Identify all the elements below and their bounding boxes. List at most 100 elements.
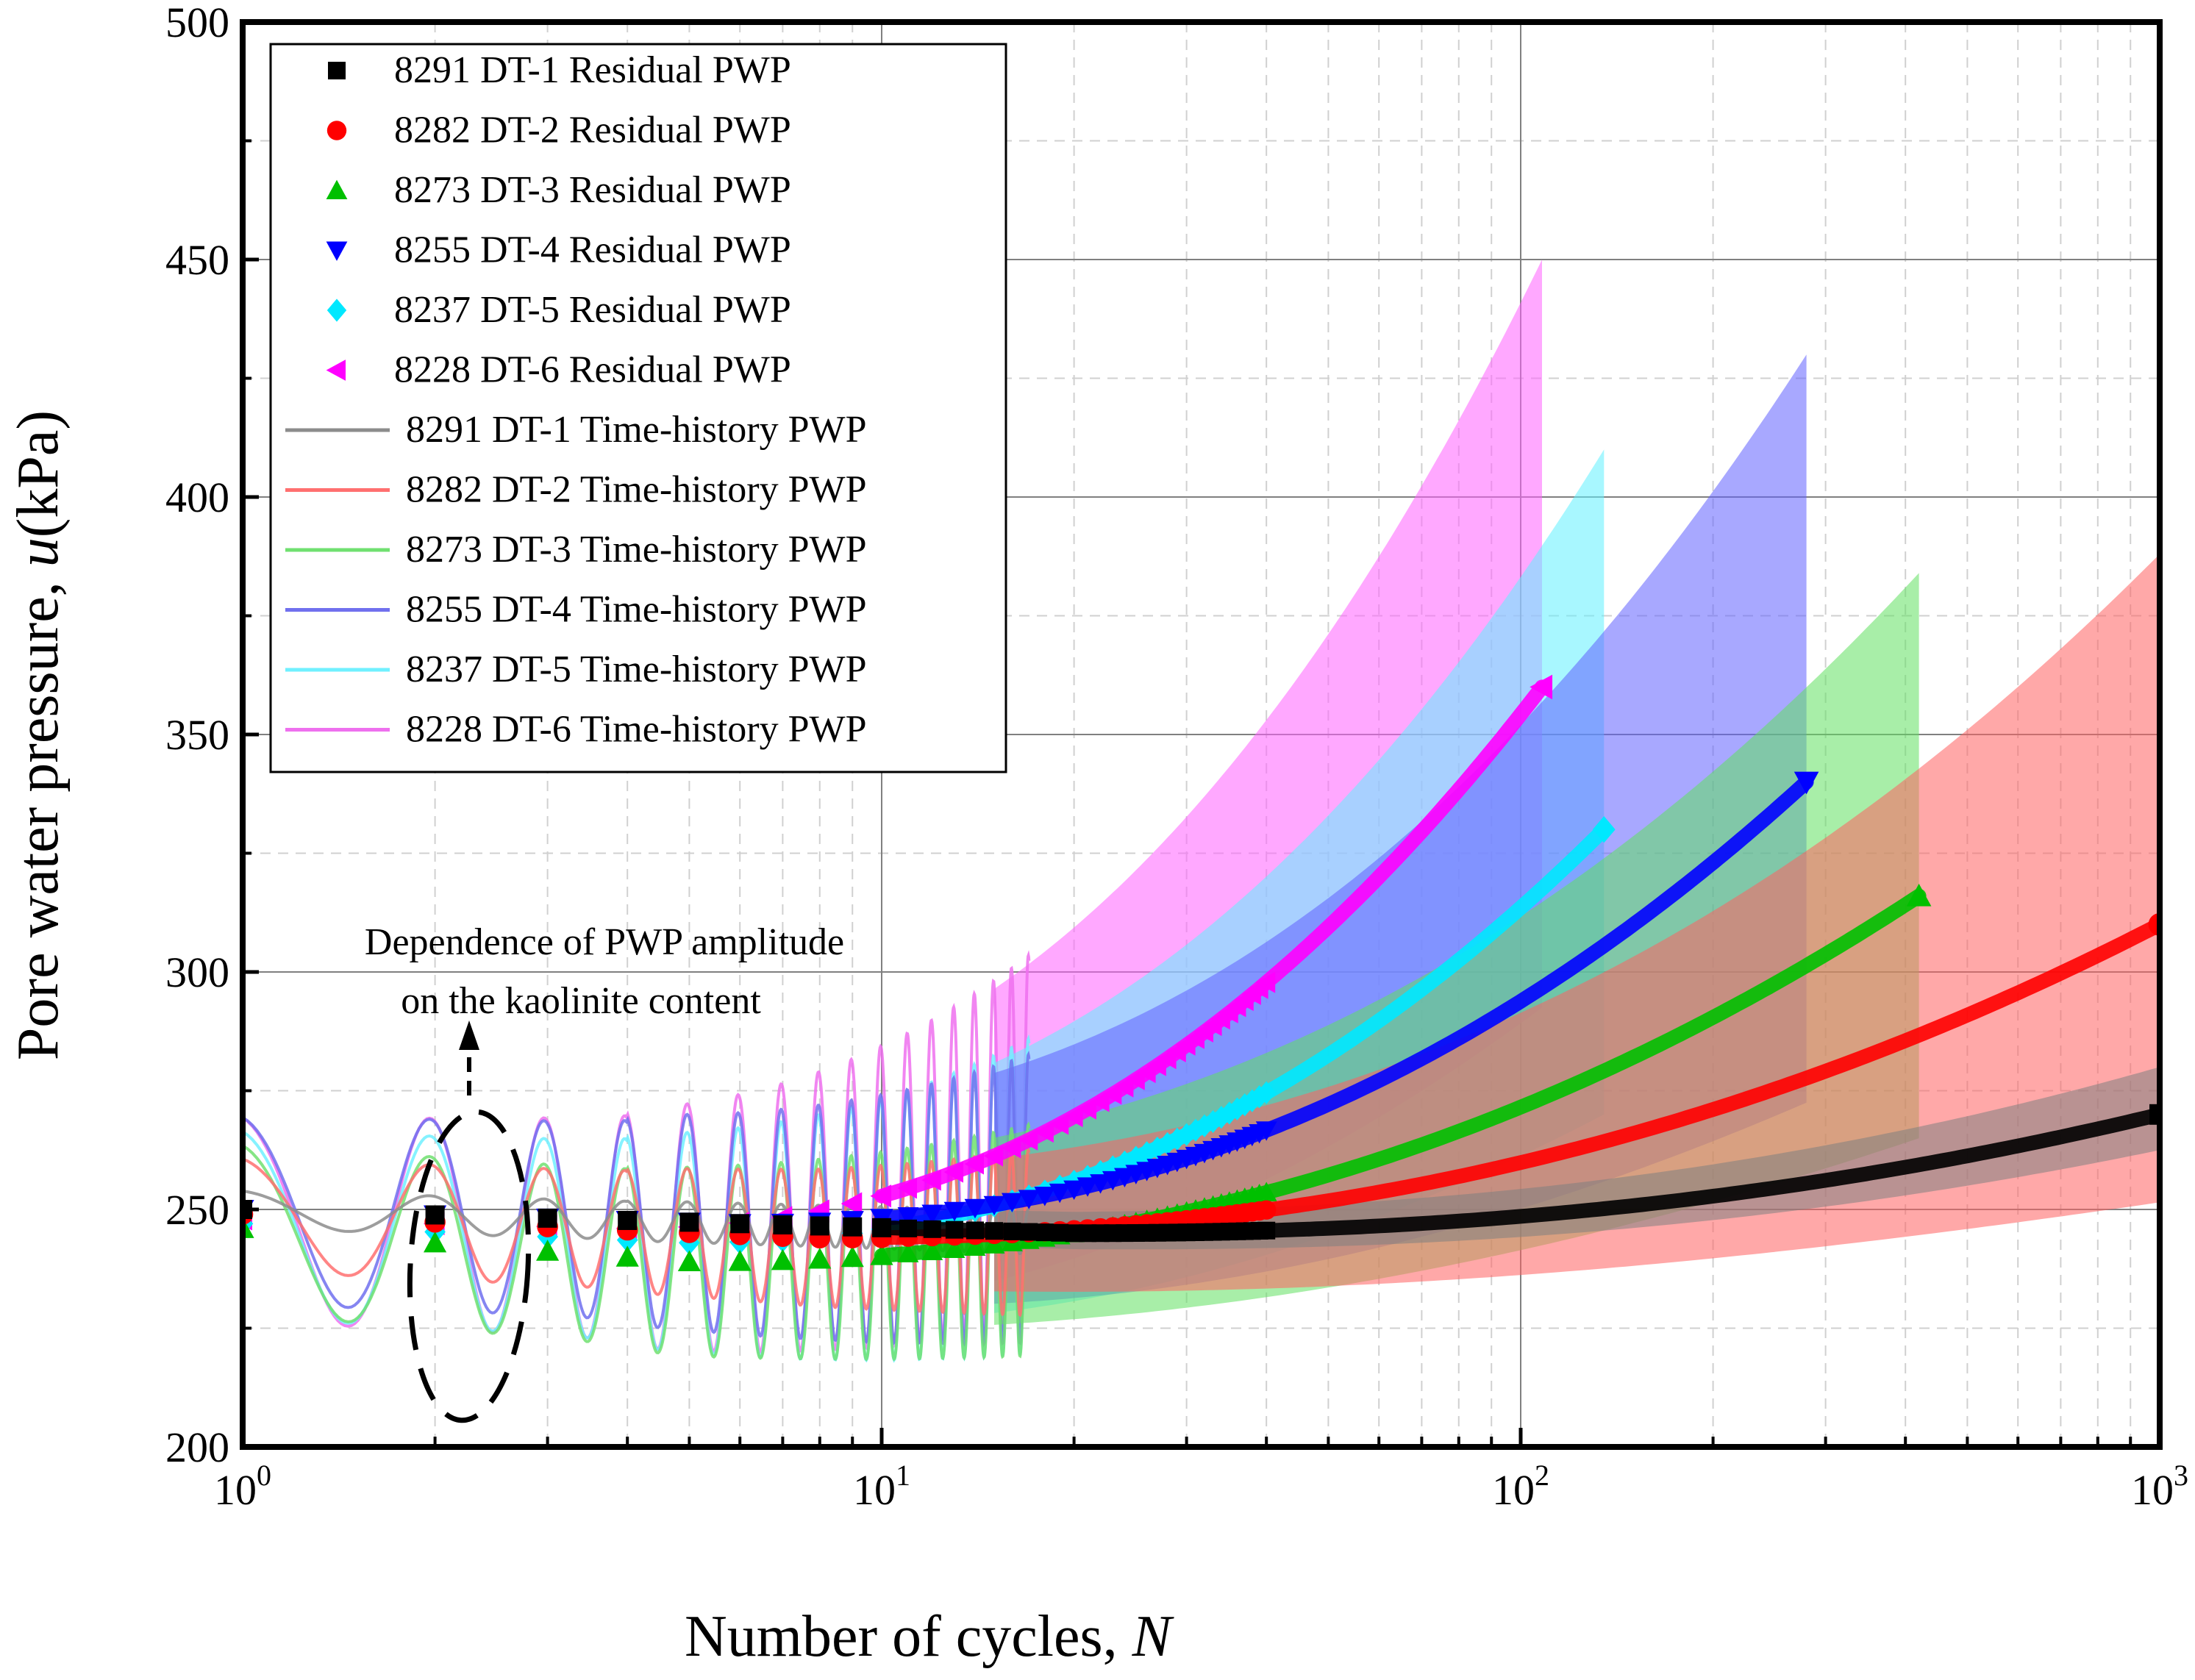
residual-point-dt3	[840, 1245, 864, 1268]
residual-point-dt3	[728, 1250, 752, 1271]
residual-point-dt6	[840, 1192, 863, 1215]
residual-point-dt4	[1255, 1121, 1277, 1141]
residual-point-dt5	[1203, 1109, 1223, 1134]
residual-point-dt1	[618, 1210, 638, 1230]
residual-point-dt1	[923, 1220, 941, 1238]
residual-end-point-dt6	[1530, 674, 1553, 700]
x-tick-label: 100	[214, 1459, 271, 1514]
residual-point-dt1	[985, 1222, 1004, 1240]
residual-point-dt4	[983, 1195, 1005, 1216]
residual-point-dt4	[1018, 1190, 1040, 1209]
y-tick-label: 500	[165, 0, 229, 46]
y-tick-label: 350	[165, 711, 229, 759]
residual-point-dt5	[1126, 1145, 1146, 1169]
residual-point-dt6	[1018, 1129, 1038, 1151]
legend-label-residual-dt2: 8282 DT-2 Residual PWP	[394, 110, 791, 151]
residual-point-dt6	[1255, 971, 1276, 993]
residual-point-dt1	[679, 1212, 699, 1232]
residual-point-dt3	[615, 1245, 639, 1267]
residual-end-point-dt3	[1906, 883, 1932, 907]
residual-series-dt1	[243, 1104, 2160, 1243]
residual-point-dt6	[1090, 1090, 1110, 1112]
residual-point-dt6	[1114, 1076, 1134, 1098]
legend-label-residual-dt4: 8255 DT-4 Residual PWP	[394, 229, 791, 271]
residual-point-dt4	[1049, 1183, 1071, 1204]
residual-point-dt3	[1255, 1182, 1277, 1201]
annotation-arrowhead	[459, 1020, 479, 1050]
legend-label-history-dt4: 8255 DT-4 Time-history PWP	[406, 589, 867, 631]
history-line-dt3	[243, 1121, 1031, 1362]
residual-point-dt6	[921, 1169, 941, 1191]
residual-point-dt3	[771, 1248, 794, 1270]
residual-point-dt3	[423, 1231, 447, 1253]
residual-point-dt4	[1077, 1177, 1099, 1197]
x-tick-label: 101	[853, 1459, 910, 1514]
annotation-line-1: Dependence of PWP amplitude	[365, 921, 844, 963]
residual-point-dt6	[1063, 1106, 1083, 1128]
residual-point-dt1	[773, 1215, 793, 1234]
residual-point-dt3	[897, 1243, 919, 1262]
legend-label-history-dt2: 8282 DT-2 Time-history PWP	[406, 469, 867, 511]
legend-label-residual-dt3: 8273 DT-3 Residual PWP	[394, 169, 791, 211]
residual-point-dt1	[946, 1220, 964, 1239]
residual-point-dt4	[1063, 1180, 1085, 1201]
x-axis-title: Number of cycles, N	[685, 1604, 1175, 1669]
annotation-line-2: on the kaolinite content	[401, 980, 761, 1022]
residual-point-dt1	[899, 1219, 917, 1237]
residual-point-dt1	[425, 1205, 445, 1225]
y-tick-label: 400	[165, 473, 229, 521]
residual-point-dt6	[1001, 1137, 1021, 1159]
legend-label-history-dt1: 8291 DT-1 Time-history PWP	[406, 409, 867, 451]
residual-point-dt4	[921, 1204, 943, 1224]
residual-point-dt5	[1256, 1081, 1277, 1104]
residual-point-dt4	[897, 1207, 919, 1227]
residual-point-dt6	[943, 1161, 964, 1183]
data-area	[243, 260, 2160, 1363]
legend-marker-dt2	[326, 121, 347, 140]
residual-point-dt3	[943, 1238, 966, 1259]
residual-point-dt6	[1102, 1083, 1122, 1105]
residual-point-dt1	[810, 1216, 829, 1236]
history-band-dt2	[994, 554, 2160, 1292]
residual-point-dt1	[538, 1208, 557, 1228]
y-axis-title: Pore water pressure, u(kPa)	[6, 410, 71, 1060]
legend-marker-dt3	[326, 179, 348, 199]
residual-point-dt3	[677, 1250, 702, 1272]
residual-point-dt1	[730, 1214, 750, 1234]
residual-point-dt3	[808, 1247, 832, 1269]
residual-point-dt3	[536, 1240, 560, 1261]
annotation-ellipse	[407, 1109, 532, 1423]
residual-point-dt2	[1256, 1200, 1277, 1220]
x-tick-label: 103	[2131, 1459, 2188, 1514]
residual-point-dt5	[1242, 1089, 1263, 1112]
residual-point-dt1	[1003, 1222, 1021, 1240]
residual-trace-dt4	[874, 774, 1814, 1226]
residual-point-dt4	[1090, 1174, 1111, 1194]
residual-point-dt1	[1257, 1221, 1276, 1240]
residual-point-dt6	[983, 1145, 1004, 1167]
residual-point-dt4	[964, 1198, 986, 1219]
residual-point-dt6	[1049, 1113, 1069, 1135]
residual-point-dt1	[843, 1217, 863, 1237]
residual-point-dt6	[964, 1153, 984, 1175]
legend-marker-dt5	[326, 299, 347, 322]
residual-point-dt3	[921, 1240, 943, 1261]
legend-box	[269, 43, 1007, 773]
legend-label-residual-dt5: 8237 DT-5 Residual PWP	[394, 289, 791, 331]
residual-point-dt4	[943, 1201, 966, 1222]
legend-label-residual-dt6: 8228 DT-6 Residual PWP	[394, 349, 791, 391]
residual-point-dt4	[1034, 1187, 1056, 1207]
y-tick-label: 300	[165, 948, 229, 996]
y-tick-label: 200	[165, 1423, 229, 1471]
residual-point-dt6	[897, 1177, 917, 1199]
y-tick-label: 250	[165, 1186, 229, 1234]
residual-point-dt1	[1020, 1223, 1038, 1241]
legend-marker-dt6	[326, 360, 346, 381]
legend-label-history-dt5: 8237 DT-5 Time-history PWP	[406, 648, 867, 690]
residual-point-dt1	[1035, 1223, 1054, 1242]
annotation: Dependence of PWP amplitude on the kaoli…	[365, 921, 844, 1423]
history-line-dt2	[243, 1148, 1031, 1318]
residual-point-dt1	[966, 1221, 984, 1240]
legend-marker-dt4	[326, 241, 348, 261]
